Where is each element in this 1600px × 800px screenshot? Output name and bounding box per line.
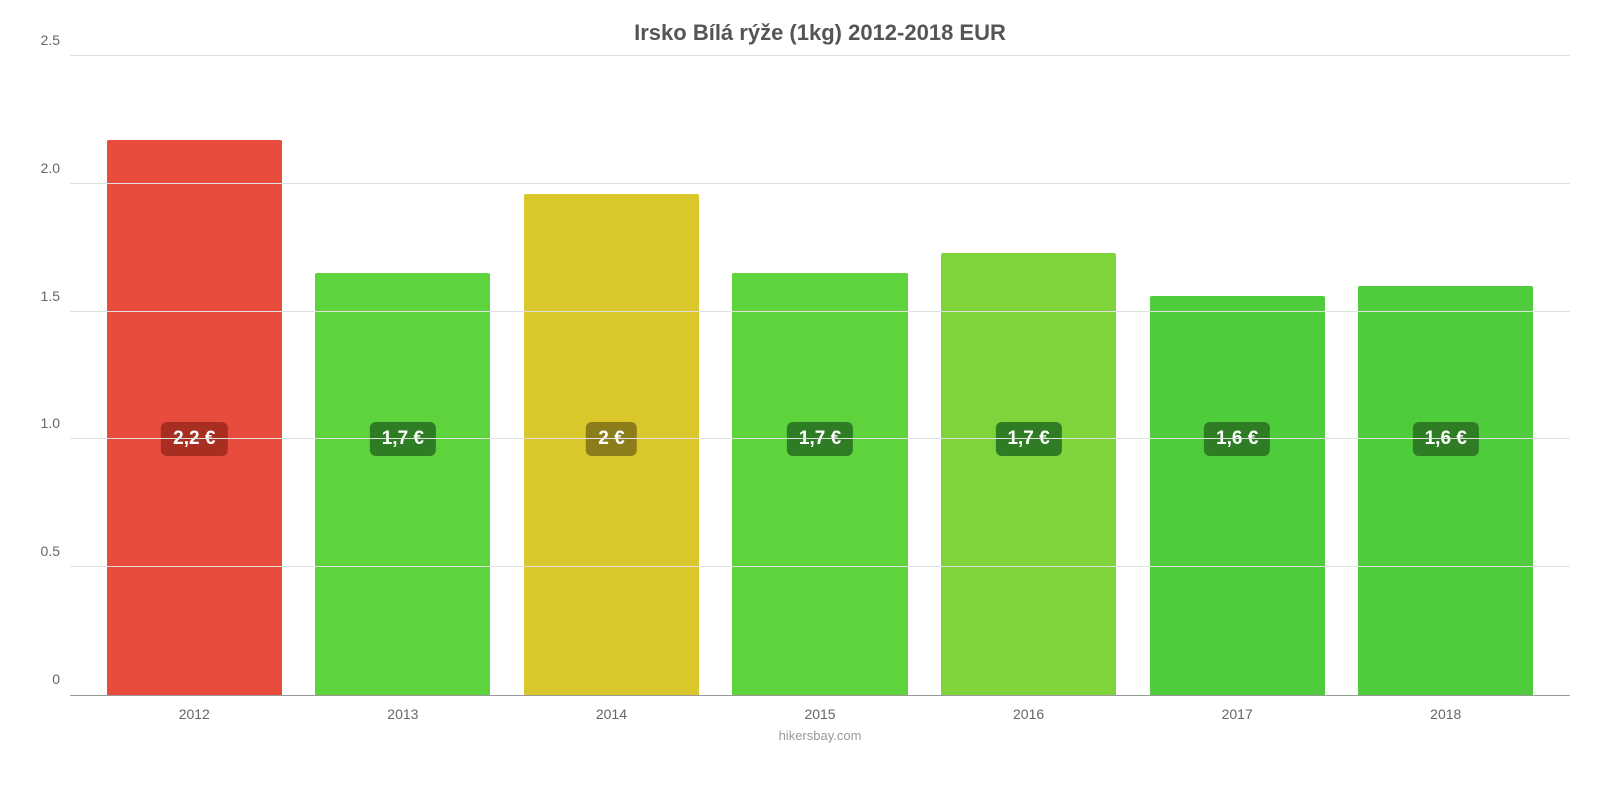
y-tick-label: 0 [20,671,60,687]
y-tick-label: 1.5 [20,288,60,304]
bar: 1,6 € [1150,296,1325,695]
bar: 2,2 € [107,140,282,695]
y-tick-label: 1.0 [20,415,60,431]
y-tick-label: 2.0 [20,160,60,176]
x-tick-label: 2016 [924,706,1133,722]
bar-slot: 1,6 € [1133,56,1342,695]
bar-slot: 2,2 € [90,56,299,695]
bar: 1,7 € [315,273,490,695]
gridline [70,311,1570,312]
attribution-text: hikersbay.com [70,728,1570,743]
bar: 1,6 € [1358,286,1533,695]
x-tick-label: 2015 [716,706,925,722]
bar-slot: 1,6 € [1341,56,1550,695]
x-tick-label: 2014 [507,706,716,722]
bar-slot: 1,7 € [924,56,1133,695]
bar-slot: 2 € [507,56,716,695]
y-tick-label: 0.5 [20,543,60,559]
x-tick-label: 2017 [1133,706,1342,722]
chart-container: Irsko Bílá rýže (1kg) 2012-2018 EUR 2,2 … [0,0,1600,800]
gridline [70,566,1570,567]
gridline [70,438,1570,439]
x-axis-labels: 2012201320142015201620172018 [70,696,1570,722]
bars-group: 2,2 €1,7 €2 €1,7 €1,7 €1,6 €1,6 € [70,56,1570,695]
x-tick-label: 2013 [299,706,508,722]
chart-title: Irsko Bílá rýže (1kg) 2012-2018 EUR [70,20,1570,46]
bar-slot: 1,7 € [716,56,925,695]
bar: 1,7 € [941,253,1116,695]
bar: 2 € [524,194,699,695]
bar-slot: 1,7 € [299,56,508,695]
x-tick-label: 2018 [1341,706,1550,722]
gridline [70,183,1570,184]
x-tick-label: 2012 [90,706,299,722]
bar: 1,7 € [732,273,907,695]
y-tick-label: 2.5 [20,32,60,48]
gridline [70,55,1570,56]
plot-area: 2,2 €1,7 €2 €1,7 €1,7 €1,6 €1,6 € 00.51.… [70,56,1570,696]
